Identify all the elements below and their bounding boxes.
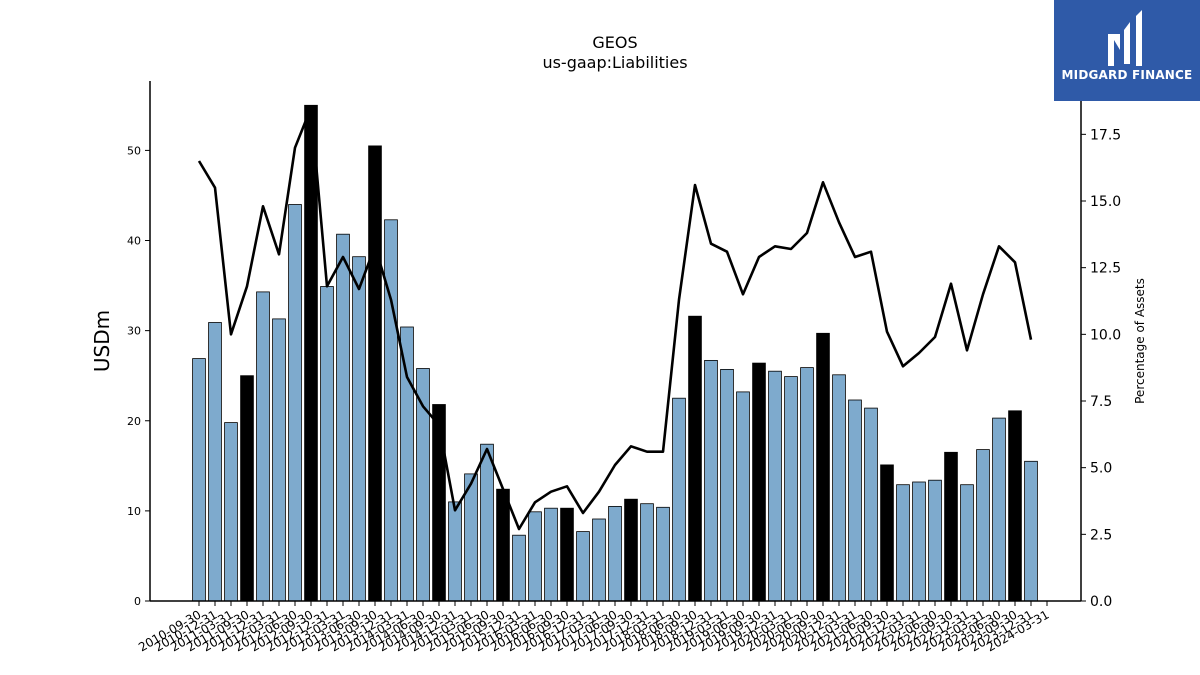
bar bbox=[592, 518, 606, 602]
y-tick-label: 20 bbox=[127, 415, 141, 428]
bar bbox=[960, 484, 974, 602]
bar bbox=[544, 507, 558, 602]
bar bbox=[848, 399, 862, 602]
logo-text: MIDGARD FINANCE bbox=[1061, 68, 1193, 82]
bar bbox=[832, 374, 846, 602]
bar bbox=[528, 511, 542, 602]
bar bbox=[976, 449, 990, 602]
line-series bbox=[197, 106, 1033, 531]
bar bbox=[560, 507, 574, 602]
bar bbox=[912, 481, 926, 602]
bar bbox=[800, 367, 814, 602]
bar bbox=[656, 506, 670, 602]
bar bbox=[496, 488, 510, 602]
bar bbox=[192, 358, 206, 602]
y-tick-label: 30 bbox=[127, 325, 141, 338]
y-tick-label: 0 bbox=[134, 595, 141, 608]
bar bbox=[288, 204, 302, 602]
bar bbox=[736, 391, 750, 602]
y-right-tick-label: 10.0 bbox=[1090, 327, 1121, 343]
chart-subtitle: us-gaap:Liabilities bbox=[542, 53, 687, 72]
bar bbox=[896, 484, 910, 602]
bar bbox=[368, 145, 382, 602]
y-axis-ticks: 0 10 20 30 40 50 bbox=[127, 144, 150, 608]
bar bbox=[320, 286, 334, 602]
bar bbox=[992, 417, 1006, 602]
bar bbox=[416, 368, 430, 602]
bar bbox=[352, 256, 366, 602]
y-axis-right-label: Percentage of Assets bbox=[1133, 278, 1147, 404]
bar bbox=[384, 219, 398, 602]
bar bbox=[672, 397, 686, 602]
bar bbox=[448, 501, 462, 602]
bar bbox=[432, 404, 446, 602]
bar bbox=[768, 370, 782, 602]
y-right-tick-label: 5.0 bbox=[1090, 461, 1112, 477]
y-tick-label: 40 bbox=[127, 235, 141, 248]
bar bbox=[624, 498, 638, 602]
x-axis-ticks: 2010-09-302010-12-312011-03-312011-09-30… bbox=[136, 601, 1052, 654]
y-right-tick-label: 15.0 bbox=[1090, 194, 1121, 210]
bar bbox=[272, 318, 286, 602]
y-tick-label: 10 bbox=[127, 505, 141, 518]
bar bbox=[752, 362, 766, 602]
bar bbox=[208, 322, 222, 602]
bar bbox=[640, 503, 654, 602]
y-right-tick-label: 2.5 bbox=[1090, 527, 1112, 543]
y-right-tick-label: 12.5 bbox=[1090, 261, 1121, 277]
bar bbox=[400, 326, 414, 602]
bar bbox=[608, 505, 622, 602]
bar bbox=[880, 464, 894, 602]
bar bbox=[224, 422, 238, 602]
logo-mark-icon bbox=[1108, 10, 1142, 66]
bar bbox=[1008, 410, 1022, 602]
bar bbox=[336, 233, 350, 602]
bar bbox=[928, 479, 942, 602]
bar bbox=[816, 332, 830, 602]
y-right-tick-label: 0.0 bbox=[1090, 594, 1112, 610]
bar bbox=[1024, 460, 1038, 602]
bar bbox=[240, 375, 254, 602]
bar bbox=[704, 359, 718, 602]
bar bbox=[256, 291, 270, 602]
bar-series bbox=[192, 104, 1038, 602]
y-right-tick-label: 17.5 bbox=[1090, 127, 1121, 143]
bar bbox=[304, 104, 318, 602]
line-path bbox=[197, 106, 1033, 531]
bar bbox=[784, 376, 798, 602]
y-right-tick-label: 7.5 bbox=[1090, 394, 1112, 410]
y-axis-label: USDm bbox=[90, 310, 114, 372]
bar bbox=[688, 315, 702, 602]
y-axis-right-ticks: 0.0 2.5 5.0 7.5 10.0 12.5 15.0 17.5 bbox=[1081, 127, 1121, 610]
bar bbox=[480, 443, 494, 602]
bar bbox=[720, 368, 734, 602]
y-tick-label: 50 bbox=[127, 144, 141, 157]
bar bbox=[576, 531, 590, 602]
bar bbox=[864, 407, 878, 602]
chart-title: GEOS bbox=[592, 33, 637, 52]
bar bbox=[512, 534, 526, 602]
bar bbox=[944, 451, 958, 602]
logo: MIDGARD FINANCE bbox=[1054, 0, 1200, 101]
